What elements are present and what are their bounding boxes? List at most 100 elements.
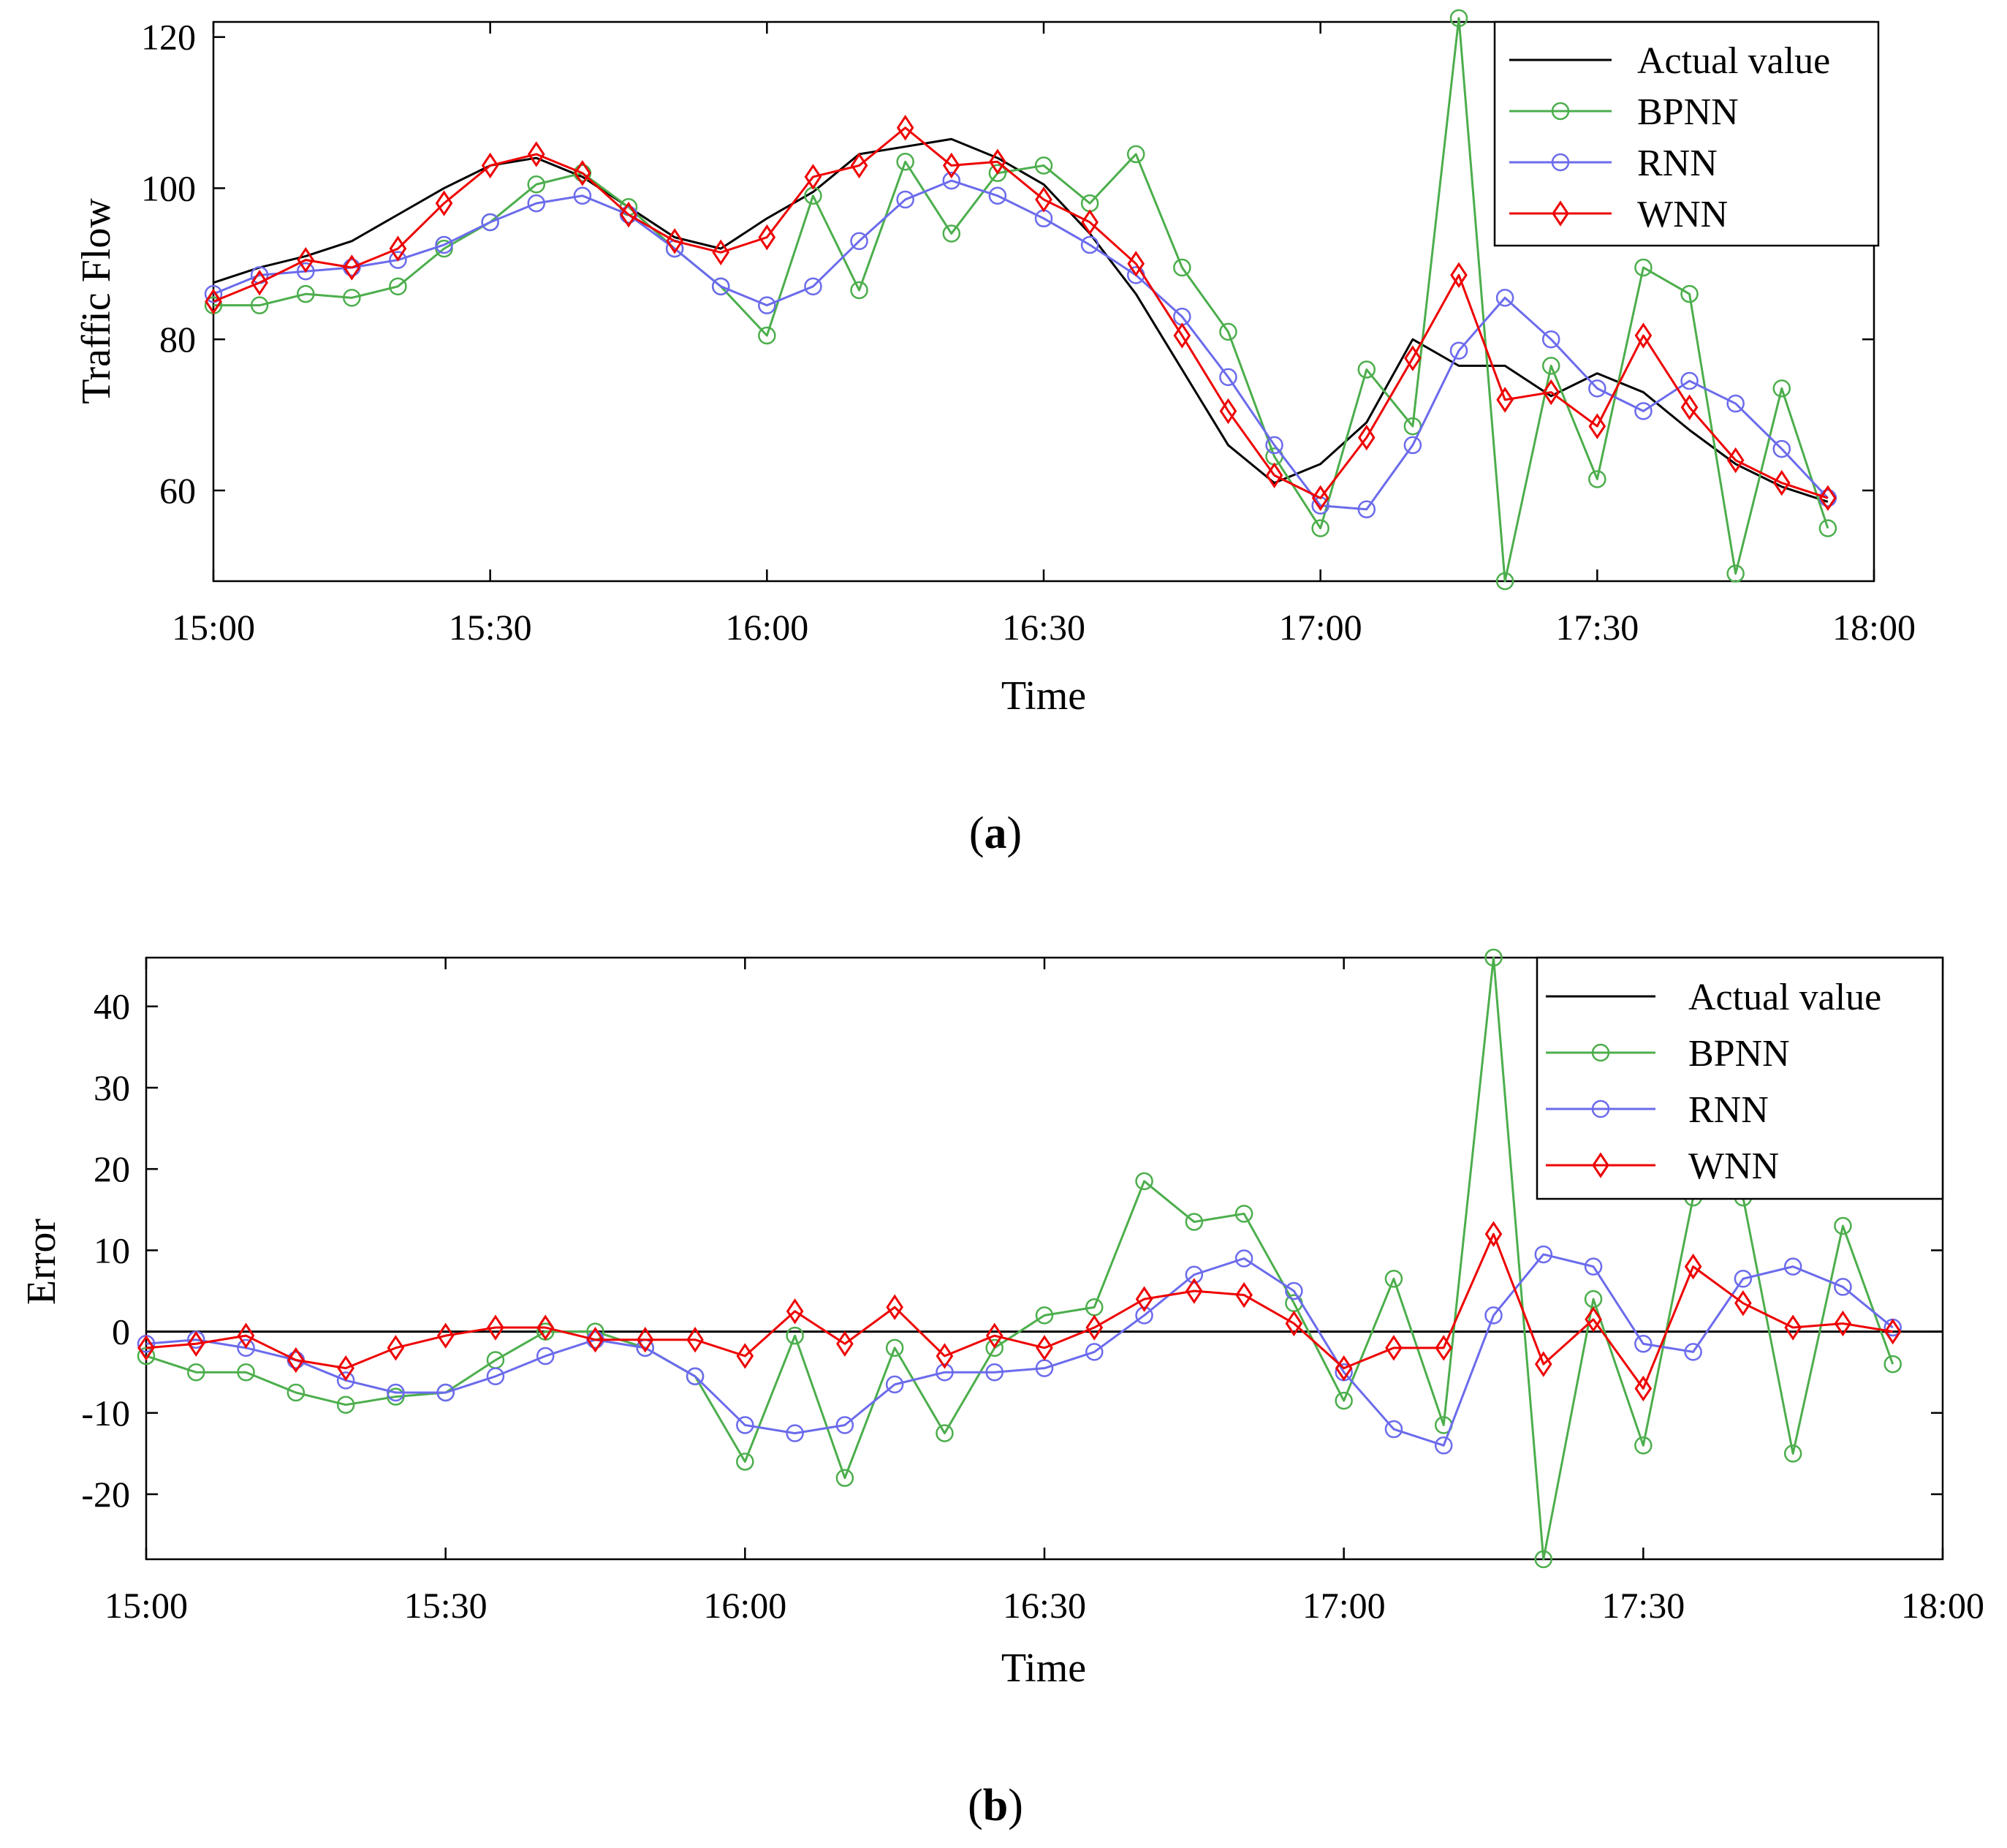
chart-a-series-wnn-point — [251, 269, 268, 296]
chart-a-series-wnn-line — [213, 126, 1829, 499]
chart-b-series-rnn-point — [237, 1338, 255, 1357]
chart-b-series-rnn-point — [1135, 1306, 1153, 1325]
chart-b-legend-rnn-label: RNN — [1688, 1089, 1769, 1131]
chart-b-series-bpnn-point — [387, 1387, 405, 1406]
chart-b-legend-bpnn-label: BPNN — [1688, 1033, 1790, 1075]
chart-b-series-rnn-point — [486, 1367, 505, 1386]
chart-b-series-wnn-point — [985, 1322, 1004, 1349]
chart-a-xtick-label: 18:00 — [1832, 607, 1916, 648]
chart-b-xlabel: Time — [1001, 1646, 1086, 1691]
chart-b-series-bpnn-point — [736, 1453, 754, 1471]
chart-b-ytick-label: 10 — [94, 1230, 130, 1270]
chart-b-series-rnn-point — [1684, 1343, 1702, 1361]
chart-b-xtick-label: 16:00 — [703, 1585, 786, 1626]
chart-b-series-wnn-point — [1135, 1286, 1153, 1312]
chart-b-xtick-label: 17:30 — [1601, 1585, 1685, 1626]
chart-a-series-wnn-point — [620, 201, 637, 228]
chart-b: 15:00 15:30 16:00 16:30 17:00 17:30 18:00 -20 -1… — [19, 948, 1984, 1830]
chart-a-series-wnn-point — [1311, 485, 1329, 511]
chart-b-series-bpnn-point — [237, 1363, 255, 1382]
chart-a-series-bpnn-point — [1772, 379, 1791, 398]
chart-b-series-wnn-point — [436, 1322, 455, 1349]
chart-b-series-rnn-point — [1584, 1257, 1603, 1276]
chart-a-series-wnn-point — [1819, 485, 1837, 511]
chart-b-series-bpnn-point — [936, 1424, 954, 1442]
chart-a-series-rnn-point — [1634, 402, 1653, 420]
chart-b-series-rnn-point — [1185, 1265, 1204, 1284]
chart-a-panel-label: (a) — [969, 808, 1022, 858]
chart-a-series-wnn-point — [527, 141, 545, 167]
chart-b-series-rnn-point — [736, 1416, 754, 1434]
chart-a-series-rnn-point — [804, 277, 822, 296]
chart-a-xtick-label: 16:30 — [1002, 607, 1085, 648]
chart-a-legend: Actual value BPNN RNN WNN — [1493, 20, 1880, 247]
chart-b-series-rnn-point — [1783, 1257, 1802, 1276]
chart-a-legend-wnn-marker — [1552, 200, 1569, 227]
chart-b-xtick-label: 15:00 — [105, 1585, 188, 1626]
chart-b-series-rnn-point — [1484, 1306, 1503, 1325]
chart-a-series-wnn-point — [1726, 447, 1745, 474]
chart-a-series-wnn-point — [1588, 413, 1606, 439]
chart-a-series-rnn-point — [1080, 235, 1099, 254]
chart-b-series-rnn-point — [1734, 1270, 1753, 1288]
chart-b-series-rnn-point — [1234, 1249, 1253, 1268]
chart-a-series-rnn-point — [1772, 439, 1791, 458]
chart-b-xtick-label: 18:00 — [1901, 1585, 1984, 1626]
chart-b-series-wnn-point — [736, 1343, 754, 1369]
chart-b-ytick-label: -10 — [81, 1393, 130, 1434]
chart-b-series-rnn-point — [1285, 1281, 1303, 1300]
chart-b-series-wnn-point — [487, 1314, 504, 1341]
chart-a-series-wnn-point — [205, 288, 222, 315]
chart-a-series-rnn-point — [389, 251, 407, 269]
chart-a-series-bpnn-point — [1173, 258, 1191, 277]
chart-a-series-bpnn-point — [896, 153, 914, 171]
chart-a-series-bpnn-point — [1449, 9, 1468, 28]
chart-b-series-rnn-point — [1534, 1245, 1553, 1264]
chart-b-series-wnn-point — [1036, 1335, 1053, 1361]
chart-b-series-bpnn-point — [287, 1383, 306, 1402]
chart-a-series-wnn-point — [896, 115, 914, 141]
chart-a-series-wnn-point — [1173, 322, 1191, 349]
chart-a-series-wnn-point — [1772, 469, 1791, 496]
chart-a-series-bpnn-point — [389, 277, 407, 296]
chart-b-series-wnn-point — [1634, 1375, 1653, 1402]
chart-b-series-bpnn-point — [137, 1347, 156, 1366]
chart-b-legend-actual-label: Actual value — [1688, 977, 1881, 1018]
chart-a-xtick-label: 15:30 — [449, 607, 532, 648]
chart-a-series-rnn-point — [481, 213, 499, 232]
chart-b-series-rnn-point — [885, 1375, 904, 1394]
chart-a-ytick-label: 100 — [141, 167, 196, 208]
chart-b-series-rnn-point — [1384, 1420, 1403, 1439]
chart-b-axes: 15:00 15:30 16:00 16:30 17:00 17:30 18:00 -20 -1… — [81, 958, 1984, 1626]
chart-b-series-bpnn-point — [1384, 1270, 1403, 1288]
chart-a-series-rnn-point — [435, 235, 453, 254]
chart-b-series-wnn-point — [786, 1298, 804, 1325]
chart-a-series-wnn-point — [1496, 387, 1514, 413]
chart-b-series-wnn-line — [146, 1232, 1893, 1390]
chart-b-xtick-label: 16:30 — [1003, 1585, 1086, 1626]
chart-a-series-rnn-point — [988, 186, 1007, 205]
chart-a-series-bpnn-point — [942, 224, 961, 243]
chart-a-series-wnn-point — [1081, 209, 1099, 235]
chart-a-series-rnn-point — [527, 194, 546, 213]
chart-b-series-bpnn-point — [885, 1338, 904, 1357]
chart-b-series-wnn-point — [337, 1355, 354, 1382]
chart-a: 15:00 15:30 16:00 16:30 17:00 17:30 18:00 60 80 1… — [74, 9, 1916, 858]
chart-b-legend-wnn-label: WNN — [1688, 1145, 1779, 1187]
chart-a-series-wnn-point — [1035, 186, 1052, 213]
chart-a-ytick-label: 60 — [159, 470, 196, 511]
chart-b-series-bpnn-point — [1883, 1355, 1902, 1374]
chart-a-xlabel: Time — [1001, 673, 1086, 719]
chart-b-series-wnn-point — [936, 1343, 954, 1369]
chart-b-series-bpnn-point — [1035, 1306, 1054, 1325]
chart-a-series — [204, 9, 1837, 591]
chart-a-series-rnn-point — [1449, 341, 1468, 360]
chart-b-series-bpnn-point — [786, 1326, 804, 1345]
chart-a-series-bpnn-point — [1634, 258, 1653, 277]
chart-a-series-bpnn-point — [1818, 519, 1837, 537]
chart-a-series-bpnn-point — [527, 175, 546, 194]
chart-a-legend-rnn-marker — [1551, 153, 1570, 172]
chart-b-series — [137, 948, 1943, 1569]
chart-a-series-bpnn-point — [1541, 357, 1560, 375]
